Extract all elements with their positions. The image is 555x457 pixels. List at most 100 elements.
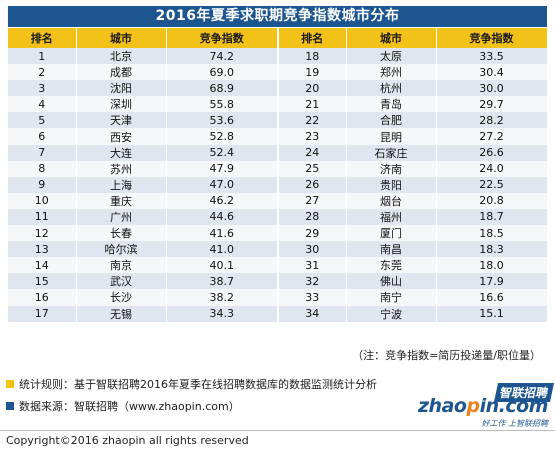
index-left-cell: 40.1 bbox=[166, 257, 279, 274]
index-left-cell: 44.6 bbox=[166, 208, 279, 226]
competition-index-table: 排名 城市 竞争指数 排名 城市 竞争指数 1 北京 74.2 18 太原 33.5 2 成都… bbox=[8, 28, 548, 322]
city-left-cell: 武汉 bbox=[76, 273, 167, 290]
rank-right-cell: 21 bbox=[278, 96, 347, 113]
table-row: 4 深圳 55.8 21 青岛 29.7 bbox=[8, 96, 548, 113]
rank-right-cell: 20 bbox=[278, 80, 347, 97]
index-right-cell: 17.9 bbox=[436, 273, 548, 290]
table-row: 3 沈阳 68.9 20 杭州 30.0 bbox=[8, 80, 548, 97]
city-left-cell: 深圳 bbox=[76, 96, 167, 113]
rank-right-cell: 31 bbox=[278, 257, 347, 274]
rank-right-cell: 29 bbox=[278, 225, 347, 242]
rank-left-cell: 17 bbox=[8, 305, 77, 322]
rank-right-cell: 18 bbox=[278, 48, 347, 65]
page-title: 2016年夏季求职期竞争指数城市分布 bbox=[8, 6, 547, 27]
index-right-cell: 27.2 bbox=[436, 128, 548, 145]
index-left-cell: 38.7 bbox=[166, 273, 279, 290]
city-left-cell: 天津 bbox=[76, 112, 167, 129]
city-right-cell: 福州 bbox=[346, 208, 437, 226]
table-row: 2 成都 69.0 19 郑州 30.4 bbox=[8, 64, 548, 81]
index-left-cell: 68.9 bbox=[166, 80, 279, 97]
header-rank-left: 排名 bbox=[8, 28, 77, 48]
rank-left-cell: 15 bbox=[8, 273, 77, 290]
index-left-cell: 47.9 bbox=[166, 160, 279, 177]
city-right-cell: 济南 bbox=[346, 160, 437, 177]
index-right-cell: 24.0 bbox=[436, 160, 548, 177]
index-left-cell: 38.2 bbox=[166, 289, 279, 306]
table-row: 7 大连 52.4 24 石家庄 26.6 bbox=[8, 144, 548, 161]
yellow-square-icon bbox=[6, 380, 14, 388]
table-row: 15 武汉 38.7 32 佛山 17.9 bbox=[8, 273, 548, 290]
index-right-cell: 18.0 bbox=[436, 257, 548, 274]
table-row: 10 重庆 46.2 27 烟台 20.8 bbox=[8, 192, 548, 209]
city-left-cell: 成都 bbox=[76, 64, 167, 81]
city-right-cell: 青岛 bbox=[346, 96, 437, 113]
city-right-cell: 太原 bbox=[346, 48, 437, 65]
table-row: 9 上海 47.0 26 贵阳 22.5 bbox=[8, 176, 548, 193]
city-left-cell: 长春 bbox=[76, 225, 167, 242]
rank-right-cell: 26 bbox=[278, 176, 347, 193]
rank-left-cell: 10 bbox=[8, 192, 77, 209]
rank-left-cell: 5 bbox=[8, 112, 77, 129]
city-right-cell: 烟台 bbox=[346, 192, 437, 209]
logo-tagline: 好工作 上智联招聘 bbox=[481, 419, 548, 428]
city-right-cell: 昆明 bbox=[346, 128, 437, 145]
rank-left-cell: 11 bbox=[8, 208, 77, 226]
index-right-cell: 20.8 bbox=[436, 192, 548, 209]
index-right-cell: 30.0 bbox=[436, 80, 548, 97]
table-row: 5 天津 53.6 22 合肥 28.2 bbox=[8, 112, 548, 129]
city-right-cell: 贵阳 bbox=[346, 176, 437, 193]
index-left-cell: 47.0 bbox=[166, 176, 279, 193]
city-left-cell: 长沙 bbox=[76, 289, 167, 306]
data-source-text: 数据来源：智联招聘（www.zhaopin.com） bbox=[19, 400, 240, 413]
city-left-cell: 广州 bbox=[76, 208, 167, 226]
index-left-cell: 41.6 bbox=[166, 225, 279, 242]
header-index-left: 竞争指数 bbox=[166, 28, 279, 48]
index-left-cell: 55.8 bbox=[166, 96, 279, 113]
index-left-cell: 69.0 bbox=[166, 64, 279, 81]
formula-note: （注：竞争指数=简历投递量/职位量） bbox=[352, 349, 541, 362]
logo-english-text: zhaopin.com bbox=[418, 395, 548, 417]
index-right-cell: 29.7 bbox=[436, 96, 548, 113]
rank-left-cell: 14 bbox=[8, 257, 77, 274]
rank-right-cell: 33 bbox=[278, 289, 347, 306]
rank-left-cell: 8 bbox=[8, 160, 77, 177]
index-right-cell: 28.2 bbox=[436, 112, 548, 129]
city-left-cell: 北京 bbox=[76, 48, 167, 65]
rank-left-cell: 4 bbox=[8, 96, 77, 113]
zhaopin-logo: 智联招聘 zhaopin.com 好工作 上智联招聘 bbox=[412, 383, 555, 428]
rank-right-cell: 34 bbox=[278, 305, 347, 322]
table-row: 16 长沙 38.2 33 南宁 16.6 bbox=[8, 289, 548, 306]
header-rank-right: 排名 bbox=[278, 28, 347, 48]
rank-left-cell: 12 bbox=[8, 225, 77, 242]
rank-left-cell: 16 bbox=[8, 289, 77, 306]
copyright-text: Copyright©2016 zhaopin all rights reserv… bbox=[6, 434, 249, 447]
index-left-cell: 74.2 bbox=[166, 48, 279, 65]
city-left-cell: 上海 bbox=[76, 176, 167, 193]
rank-right-cell: 23 bbox=[278, 128, 347, 145]
rank-right-cell: 22 bbox=[278, 112, 347, 129]
city-left-cell: 大连 bbox=[76, 144, 167, 161]
index-right-cell: 22.5 bbox=[436, 176, 548, 193]
rank-left-cell: 9 bbox=[8, 176, 77, 193]
index-left-cell: 34.3 bbox=[166, 305, 279, 322]
index-right-cell: 15.1 bbox=[436, 305, 548, 322]
index-right-cell: 18.3 bbox=[436, 241, 548, 258]
index-left-cell: 53.6 bbox=[166, 112, 279, 129]
header-city-right: 城市 bbox=[346, 28, 437, 48]
city-right-cell: 南宁 bbox=[346, 289, 437, 306]
rank-left-cell: 3 bbox=[8, 80, 77, 97]
rank-right-cell: 30 bbox=[278, 241, 347, 258]
index-right-cell: 30.4 bbox=[436, 64, 548, 81]
table-header-row: 排名 城市 竞争指数 排名 城市 竞争指数 bbox=[8, 28, 548, 48]
city-left-cell: 西安 bbox=[76, 128, 167, 145]
stats-rule-text: 统计规则：基于智联招聘2016年夏季在线招聘数据库的数据监测统计分析 bbox=[19, 378, 377, 391]
table-body: 1 北京 74.2 18 太原 33.5 2 成都 69.0 19 郑州 30.4 3 沈阳 68.9 20 杭… bbox=[8, 48, 548, 322]
rank-right-cell: 24 bbox=[278, 144, 347, 161]
header-city-left: 城市 bbox=[76, 28, 167, 48]
city-right-cell: 南昌 bbox=[346, 241, 437, 258]
city-right-cell: 合肥 bbox=[346, 112, 437, 129]
blue-square-icon bbox=[6, 402, 14, 410]
rank-right-cell: 27 bbox=[278, 192, 347, 209]
city-right-cell: 宁波 bbox=[346, 305, 437, 322]
